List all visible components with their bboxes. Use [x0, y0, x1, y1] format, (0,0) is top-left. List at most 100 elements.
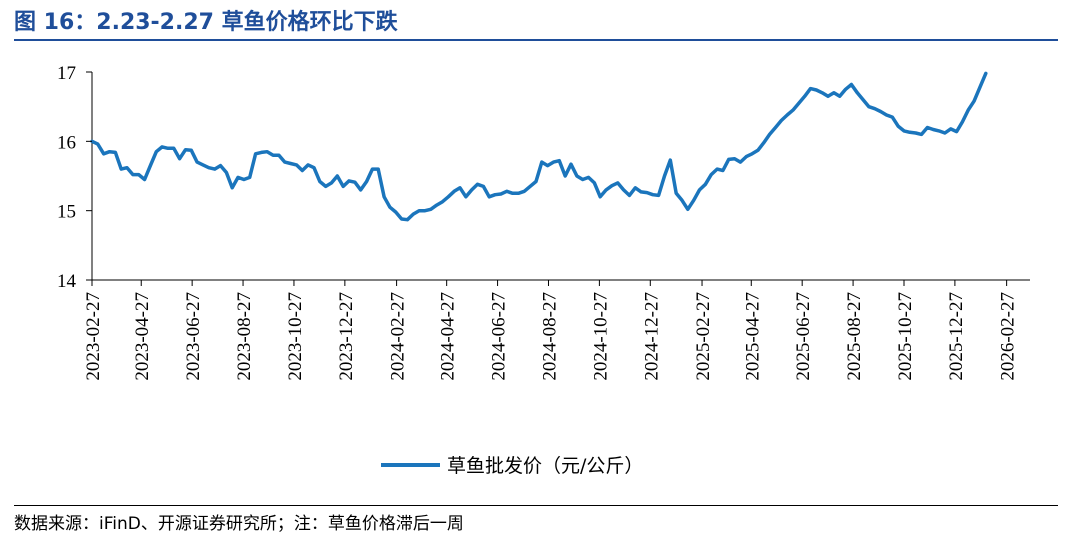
data-point — [575, 174, 579, 178]
data-point — [879, 110, 882, 113]
data-point — [207, 166, 210, 169]
data-point — [867, 105, 871, 108]
data-point — [190, 149, 193, 152]
data-point — [856, 91, 859, 95]
x-tick-label: 2024-10-27 — [590, 292, 611, 381]
chart-legend: 草鱼批发价（元/公斤） — [381, 455, 643, 477]
data-point — [564, 174, 567, 178]
source-note: 数据来源：iFinD、开源证券研究所；注：草鱼价格滞后一周 — [14, 514, 464, 534]
data-point — [306, 163, 310, 167]
data-point — [569, 163, 573, 166]
x-tick-label: 2024-12-27 — [641, 292, 662, 381]
x-tick-label: 2025-08-27 — [844, 292, 865, 381]
figure-title: 图 16：2.23-2.27 草鱼价格环比下跌 — [14, 10, 398, 35]
data-point — [225, 171, 228, 174]
data-point — [382, 195, 386, 198]
y-tick-label: 16 — [57, 132, 76, 153]
data-point — [143, 178, 146, 181]
data-point — [756, 149, 760, 152]
data-point — [160, 145, 164, 149]
data-point — [896, 124, 900, 128]
data-point — [324, 185, 327, 188]
x-tick-label: 2026-02-27 — [998, 292, 1019, 381]
data-point — [844, 88, 847, 91]
data-point — [558, 159, 561, 162]
data-point — [628, 194, 631, 197]
data-point — [184, 148, 187, 151]
x-tick-label: 2025-04-27 — [742, 292, 763, 381]
data-point — [803, 95, 806, 98]
data-point — [441, 200, 444, 203]
data-point — [727, 158, 730, 161]
data-point — [692, 199, 695, 202]
data-point — [155, 150, 158, 153]
data-point — [242, 178, 246, 181]
data-point — [266, 150, 269, 153]
data-point — [704, 183, 707, 186]
data-point — [330, 181, 333, 185]
data-point — [429, 208, 432, 211]
data-point — [686, 208, 689, 211]
data-point — [937, 129, 941, 133]
data-point — [347, 179, 351, 183]
data-point — [435, 203, 438, 207]
data-point — [552, 160, 555, 164]
data-point — [458, 186, 462, 189]
data-point — [809, 87, 812, 90]
data-point — [657, 194, 660, 197]
data-point — [231, 186, 234, 189]
data-point — [260, 151, 263, 154]
source-divider — [14, 505, 1058, 506]
x-tick-label: 2023-12-27 — [336, 292, 357, 381]
data-point — [943, 131, 947, 135]
data-point — [377, 167, 380, 171]
data-point — [873, 107, 876, 110]
data-point — [838, 95, 841, 98]
data-point — [978, 86, 982, 89]
data-point — [102, 152, 105, 155]
data-point — [470, 188, 473, 192]
series-line — [90, 71, 988, 222]
data-point — [301, 169, 304, 172]
x-tick-label: 2024-08-27 — [539, 292, 560, 381]
data-point — [114, 151, 117, 154]
data-point — [125, 166, 129, 169]
data-point — [540, 160, 543, 164]
data-point — [219, 164, 222, 167]
data-point — [932, 128, 935, 131]
data-point — [172, 147, 175, 150]
data-point — [412, 212, 415, 216]
x-axis-ticks: 2023-02-27 2023-04-27 2023-06-27 2023-08-27… — [83, 280, 1019, 381]
data-point — [639, 190, 643, 194]
data-point — [908, 131, 911, 134]
data-point — [476, 183, 479, 186]
data-point — [365, 180, 368, 183]
legend-label: 草鱼批发价（元/公斤） — [447, 455, 643, 477]
data-point — [353, 181, 357, 184]
data-point — [108, 150, 111, 153]
data-point — [546, 164, 549, 167]
data-point — [920, 133, 923, 136]
data-point — [453, 190, 456, 193]
data-point — [394, 210, 397, 214]
data-point — [680, 199, 684, 202]
data-point — [739, 160, 742, 164]
data-point — [599, 195, 602, 198]
x-tick-label: 2024-06-27 — [489, 292, 510, 381]
chart-series-layer — [90, 71, 988, 222]
data-point — [902, 129, 906, 133]
data-point — [499, 192, 503, 196]
data-point — [797, 102, 800, 105]
data-point — [826, 95, 830, 98]
data-point — [850, 83, 853, 86]
data-point — [786, 113, 789, 117]
data-point — [277, 154, 281, 157]
data-point — [488, 195, 491, 198]
data-point — [669, 158, 672, 162]
x-tick-label: 2024-04-27 — [438, 292, 459, 381]
data-point — [815, 88, 818, 92]
data-point — [213, 167, 216, 171]
data-point — [587, 176, 590, 179]
data-point — [528, 185, 532, 188]
y-axis-ticks: 14 15 16 17 — [57, 63, 92, 292]
